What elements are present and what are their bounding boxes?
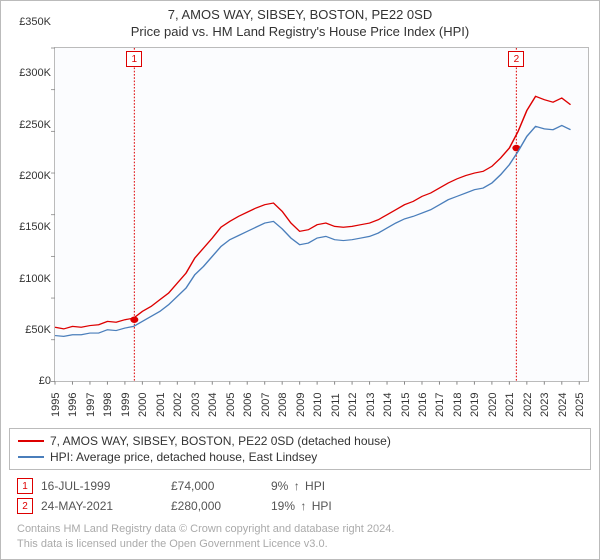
x-tick-label: 2003: [190, 393, 202, 417]
arrow-up-icon: ↑: [300, 499, 306, 513]
sale-diff: 9% ↑ HPI: [271, 479, 391, 493]
y-tick-label: £100K: [19, 273, 51, 285]
attribution-line: This data is licensed under the Open Gov…: [17, 537, 591, 551]
chart-area: 1995 1996 1997 1998 1999 2000 2001 2002 2003 2004…: [9, 43, 591, 422]
x-tick-label: 2011: [330, 394, 342, 418]
sale-price: £280,000: [171, 499, 271, 513]
x-tick-label: 2021: [504, 393, 516, 417]
legend-row: 7, AMOS WAY, SIBSEY, BOSTON, PE22 0SD (d…: [18, 433, 582, 449]
chart-title: 7, AMOS WAY, SIBSEY, BOSTON, PE22 0SD: [9, 7, 591, 22]
x-tick-label: 2012: [347, 393, 359, 417]
sale-row: 1 16-JUL-1999£74,0009% ↑ HPI: [9, 476, 591, 496]
y-tick-label: £200K: [19, 170, 51, 182]
sale-marker: 2: [17, 498, 33, 514]
x-tick-label: 2006: [242, 393, 254, 417]
x-tick-label: 2023: [539, 393, 551, 417]
sale-date: 24-MAY-2021: [41, 499, 171, 513]
x-tick-label: 2007: [260, 393, 272, 417]
attribution: Contains HM Land Registry data © Crown c…: [9, 522, 591, 551]
y-tick-label: £250K: [19, 119, 51, 131]
x-tick-label: 2024: [557, 393, 569, 417]
sale-diff: 19% ↑ HPI: [271, 499, 391, 513]
legend-row: HPI: Average price, detached house, East…: [18, 449, 582, 465]
x-tick-label: 2013: [365, 393, 377, 417]
arrow-up-icon: ↑: [294, 479, 300, 493]
x-tick-label: 2014: [382, 393, 394, 417]
x-tick-label: 2019: [469, 393, 481, 417]
x-tick-label: 2017: [434, 393, 446, 417]
x-tick-label: 2008: [277, 393, 289, 417]
x-tick-label: 2025: [574, 393, 586, 417]
x-tick-label: 2020: [487, 393, 499, 417]
x-tick-label: 2010: [312, 393, 324, 417]
x-tick-label: 1998: [102, 393, 114, 417]
legend-label: 7, AMOS WAY, SIBSEY, BOSTON, PE22 0SD (d…: [50, 434, 391, 448]
attribution-line: Contains HM Land Registry data © Crown c…: [17, 522, 591, 536]
y-tick-label: £350K: [19, 16, 51, 28]
x-tick-label: 2009: [295, 393, 307, 417]
x-tick-label: 2002: [172, 393, 184, 417]
x-tick-label: 2000: [137, 393, 149, 417]
chart-header: 7, AMOS WAY, SIBSEY, BOSTON, PE22 0SD Pr…: [1, 1, 599, 41]
event-marker: 1: [126, 51, 142, 67]
chart-container: 7, AMOS WAY, SIBSEY, BOSTON, PE22 0SD Pr…: [0, 0, 600, 560]
x-tick-label: 1999: [120, 393, 132, 417]
x-tick-label: 1995: [50, 393, 62, 417]
legend-swatch: [18, 440, 44, 442]
sale-row: 2 24-MAY-2021£280,00019% ↑ HPI: [9, 496, 591, 516]
sale-marker: 1: [17, 478, 33, 494]
sale-price: £74,000: [171, 479, 271, 493]
y-tick-label: £0: [39, 375, 51, 387]
x-tick-label: 2015: [400, 393, 412, 417]
event-marker: 2: [508, 51, 524, 67]
plot-region: 1995199619971998199920002001200220032004…: [54, 47, 589, 382]
chart-footer: 7, AMOS WAY, SIBSEY, BOSTON, PE22 0SD (d…: [1, 424, 599, 559]
y-tick-label: £150K: [19, 221, 51, 233]
legend-swatch: [18, 456, 44, 458]
x-tick-label: 2001: [155, 393, 167, 417]
x-tick-label: 2022: [522, 393, 534, 417]
y-tick-label: £300K: [19, 67, 51, 79]
x-tick-label: 2004: [207, 393, 219, 417]
x-tick-label: 2018: [452, 393, 464, 417]
x-tick-label: 1997: [85, 393, 97, 417]
sales-list: 1 16-JUL-1999£74,0009% ↑ HPI 2 24-MAY-2021£…: [9, 476, 591, 516]
legend-box: 7, AMOS WAY, SIBSEY, BOSTON, PE22 0SD (d…: [9, 428, 591, 470]
plot-svg: [55, 48, 588, 381]
sale-date: 16-JUL-1999: [41, 479, 171, 493]
x-tick-label: 2005: [225, 393, 237, 417]
x-tick-label: 2016: [417, 393, 429, 417]
x-tick-label: 1996: [67, 393, 79, 417]
y-tick-label: £50K: [25, 324, 51, 336]
chart-subtitle: Price paid vs. HM Land Registry's House …: [9, 24, 591, 39]
legend-label: HPI: Average price, detached house, East…: [50, 450, 317, 464]
